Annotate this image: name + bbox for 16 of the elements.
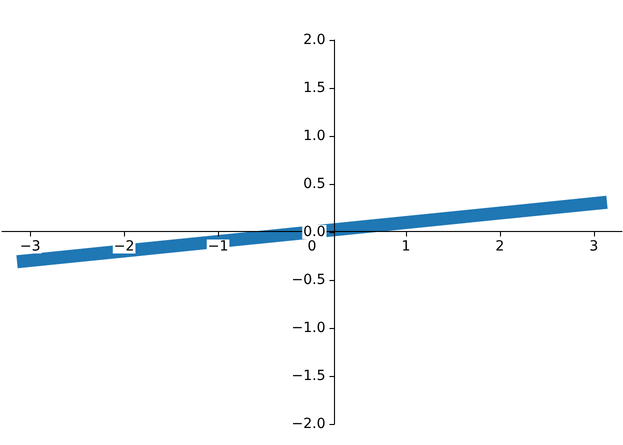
y-tick-label: 1.0 [303,128,326,144]
y-tick-label: 2.0 [303,32,326,48]
y-tick-label: −1.0 [292,320,326,336]
x-tick-label: 2 [495,238,504,254]
x-tick-label: 1 [401,238,410,254]
y-tick-label: −0.5 [292,272,326,288]
y-tick-label: 0.5 [303,176,326,192]
y-tick-label: −2.0 [292,416,326,432]
x-tick-label: −3 [20,238,40,254]
x-tick-label: −1 [208,238,228,254]
x-tick-label: 3 [589,238,598,254]
x-tick-label: 0 [308,238,316,254]
y-tick-label: −1.5 [292,368,326,384]
y-tick-label: 0.0 [303,224,326,240]
y-tick-label: 1.5 [303,80,326,96]
x-tick-label: −2 [114,238,134,254]
